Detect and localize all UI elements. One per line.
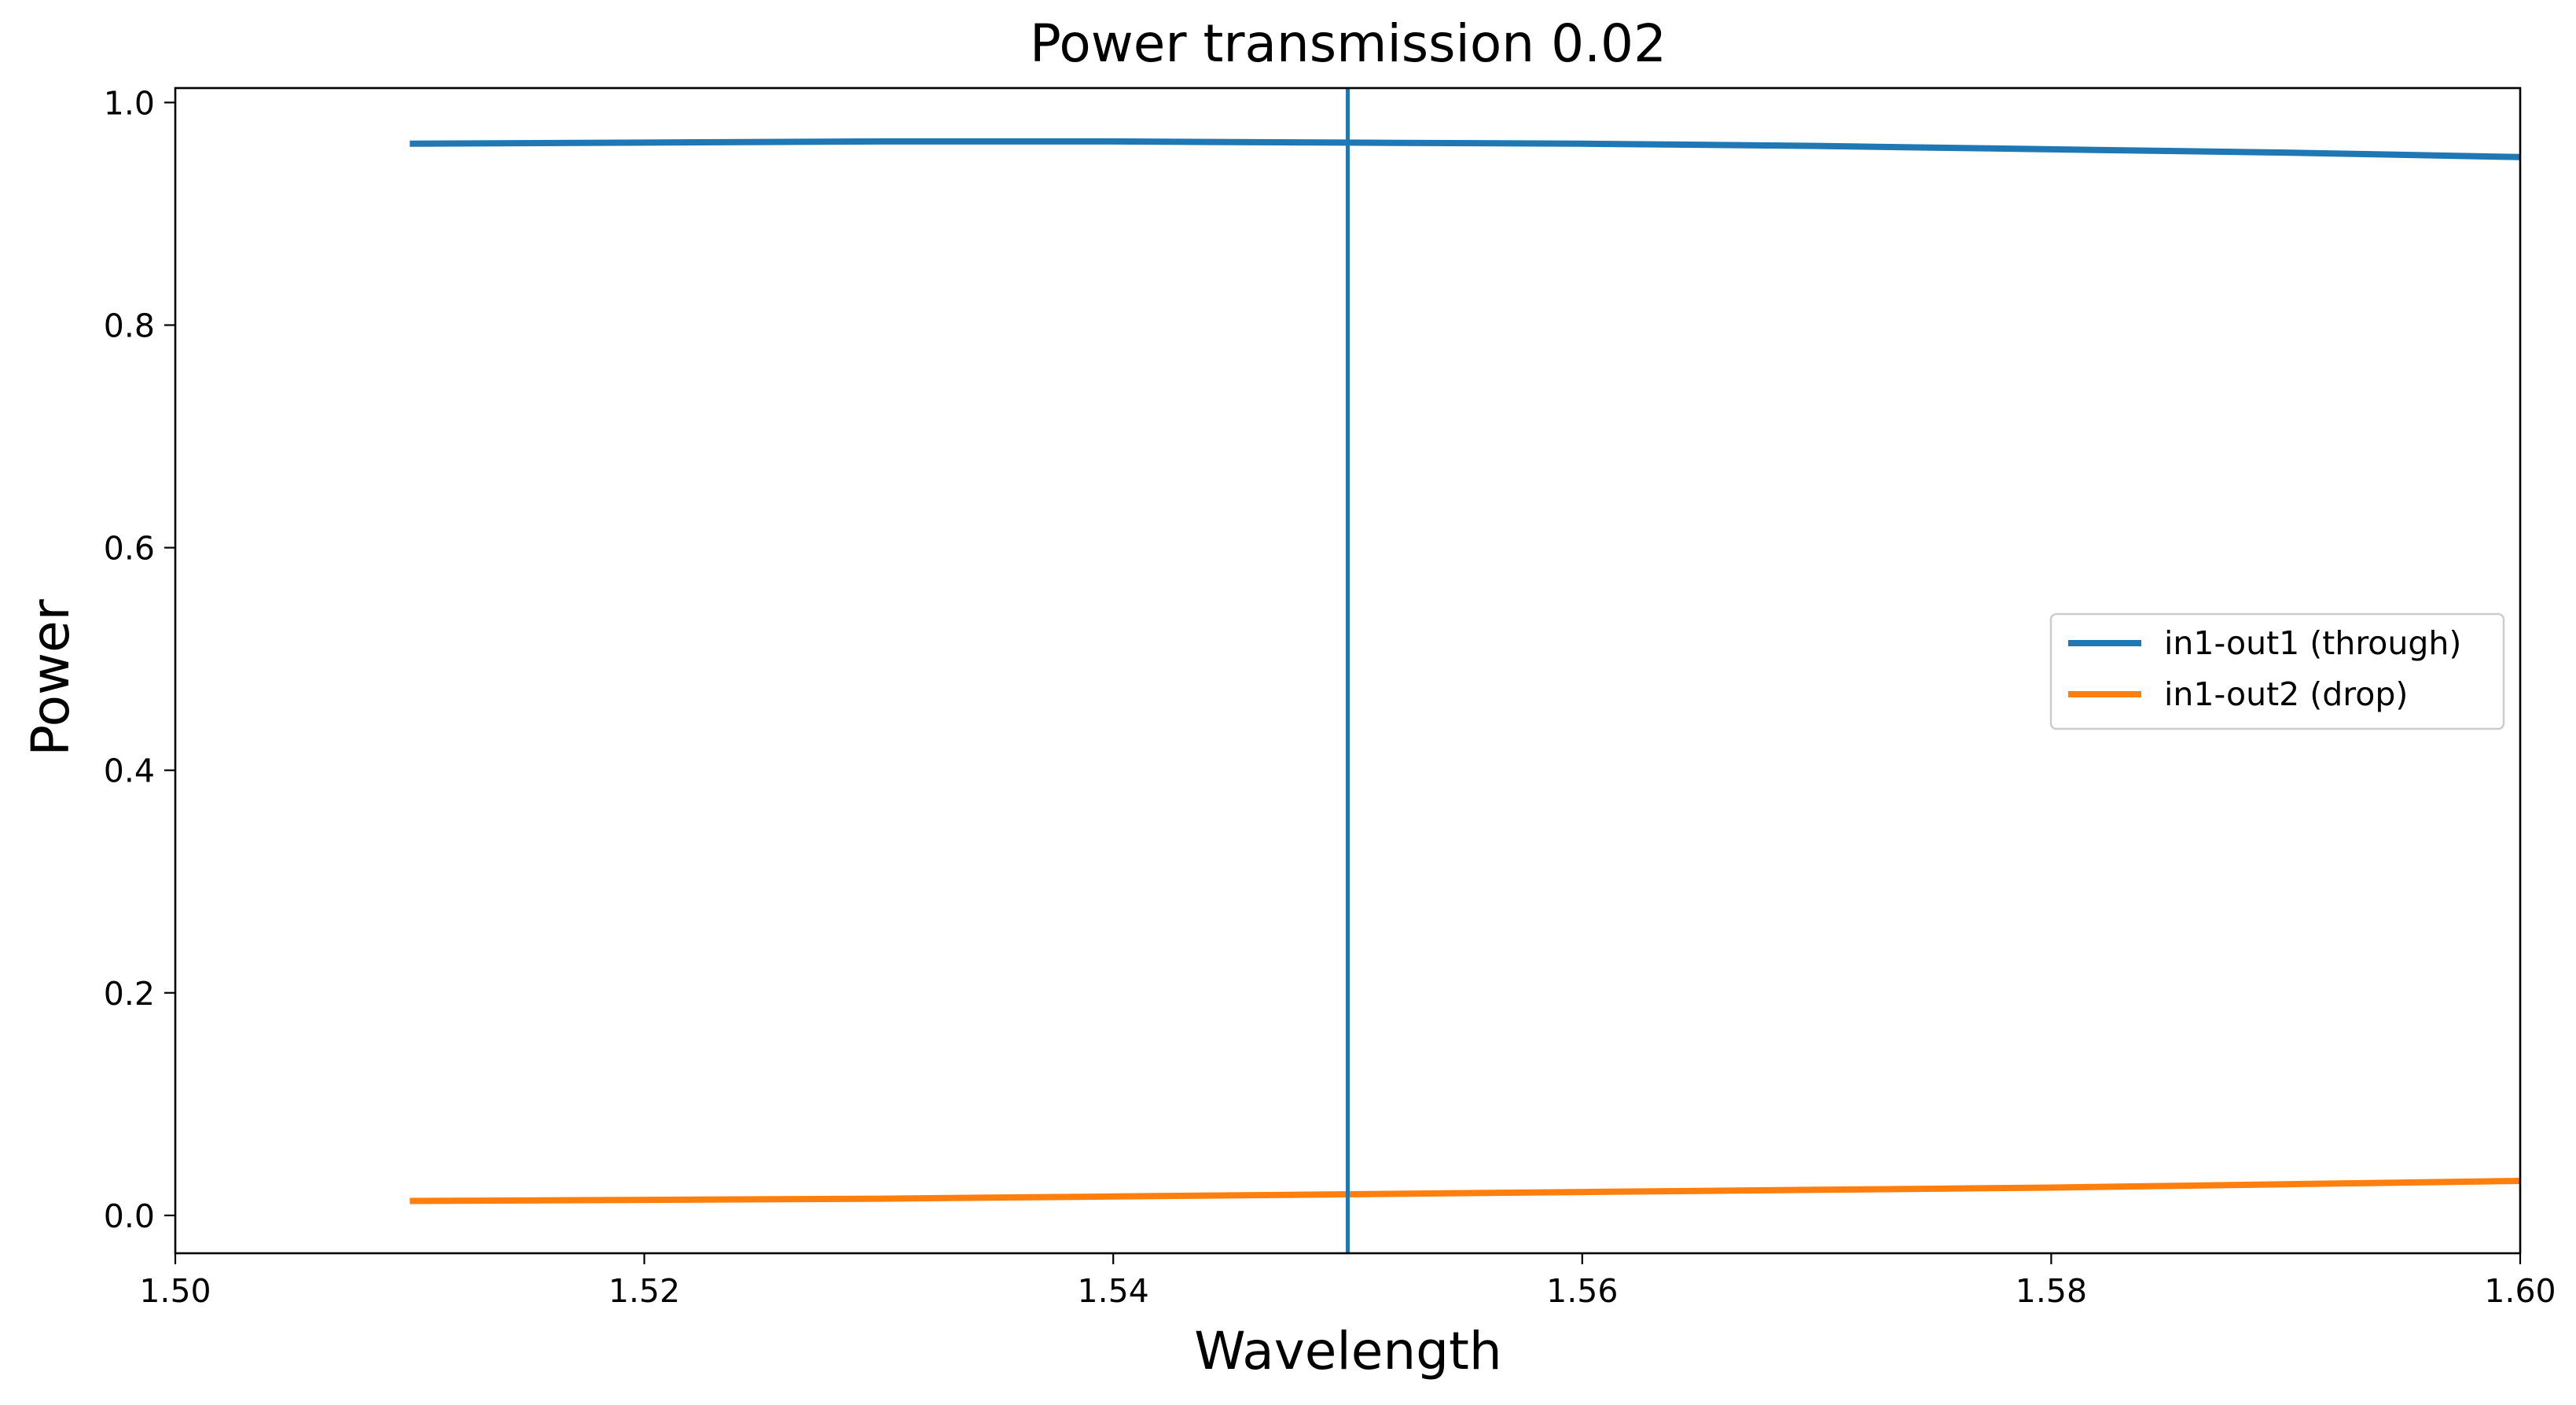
series-line-0 [410,138,2521,160]
y-tick-label: 0.6 [104,530,155,568]
x-tick-label: 1.50 [139,1272,211,1310]
y-tick-label: 0.2 [104,975,155,1013]
y-tick-label: 0.0 [104,1197,155,1235]
legend-box [2049,612,2505,730]
x-tick-label: 1.54 [1078,1272,1149,1310]
x-tick-label: 1.56 [1546,1272,1618,1310]
axis-ticks: 1.50 1.52 1.54 1.56 1.58 1.60 0.0 0.2 0.4 0.6 0.8 1… [104,84,2556,1310]
x-tick-label: 1.60 [2484,1272,2556,1310]
y-tick-label: 0.4 [104,752,155,790]
plot-area [410,88,2521,1253]
axes-frame [174,86,2522,1255]
legend-label-1: in1-out2 (drop) [2164,675,2408,713]
legend: in1-out1 (through) in1-out2 (drop) [2049,612,2505,730]
y-tick-label: 0.8 [104,307,155,344]
chart-title: Power transmission 0.02 [1030,13,1666,74]
y-tick-label: 1.0 [104,84,155,122]
legend-label-0: in1-out1 (through) [2164,624,2461,662]
y-axis-label: Power [20,598,81,756]
series-line-1 [410,1178,2521,1205]
x-axis-label: Wavelength [1194,1321,1502,1381]
x-tick-label: 1.58 [2016,1272,2087,1310]
x-tick-label: 1.52 [608,1272,680,1310]
